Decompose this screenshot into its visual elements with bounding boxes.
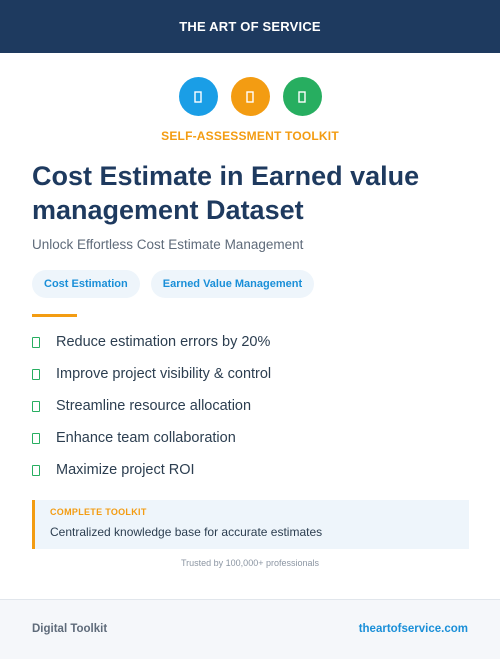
callout-label: COMPLETE TOOLKIT	[50, 507, 147, 517]
website-link[interactable]: theartofservice.com	[358, 623, 468, 635]
toolkit-callout: COMPLETE TOOLKIT Centralized knowledge b…	[32, 500, 469, 549]
tag-pill[interactable]: Cost Estimation	[32, 270, 140, 298]
checkbox-icon	[32, 465, 40, 476]
benefit-text: Maximize project ROI	[56, 462, 195, 478]
benefit-text: Improve project visibility & control	[56, 366, 272, 382]
tag-pill[interactable]: Earned Value Management	[150, 270, 315, 298]
list-item: Streamline resource allocation	[32, 396, 271, 416]
benefit-text: Streamline resource allocation	[56, 398, 252, 414]
footer-label: Digital Toolkit	[32, 623, 108, 635]
callout-text: Centralized knowledge base for accurate …	[50, 525, 323, 539]
checkbox-icon	[32, 433, 40, 444]
accent-divider	[32, 314, 77, 317]
checkbox-icon	[32, 369, 40, 380]
benefit-text: Reduce estimation errors by 20%	[56, 334, 271, 350]
document-icon	[230, 77, 270, 116]
checkbox-icon	[32, 401, 40, 412]
document-icon	[282, 77, 322, 116]
brand-name: THE ART OF SERVICE	[179, 19, 321, 34]
footer: Digital Toolkit theartofservice.com	[0, 599, 500, 659]
checkbox-icon	[32, 337, 40, 348]
benefit-text: Enhance team collaboration	[56, 430, 236, 446]
trust-note: Trusted by 100,000+ professionals	[180, 558, 319, 568]
icon-row	[0, 77, 500, 116]
kicker-label: SELF-ASSESSMENT TOOLKIT	[161, 129, 339, 143]
page-subtitle: Unlock Effortless Cost Estimate Manageme…	[32, 237, 304, 252]
list-item: Maximize project ROI	[32, 460, 271, 480]
page-title: Cost Estimate in Earned value management…	[32, 161, 420, 225]
list-item: Reduce estimation errors by 20%	[32, 332, 271, 352]
tag-list: Cost Estimation Earned Value Management	[32, 270, 315, 298]
document-icon	[178, 77, 218, 116]
list-item: Enhance team collaboration	[32, 428, 271, 448]
benefit-list: Reduce estimation errors by 20% Improve …	[32, 332, 271, 492]
top-banner: THE ART OF SERVICE	[0, 0, 500, 53]
list-item: Improve project visibility & control	[32, 364, 271, 384]
